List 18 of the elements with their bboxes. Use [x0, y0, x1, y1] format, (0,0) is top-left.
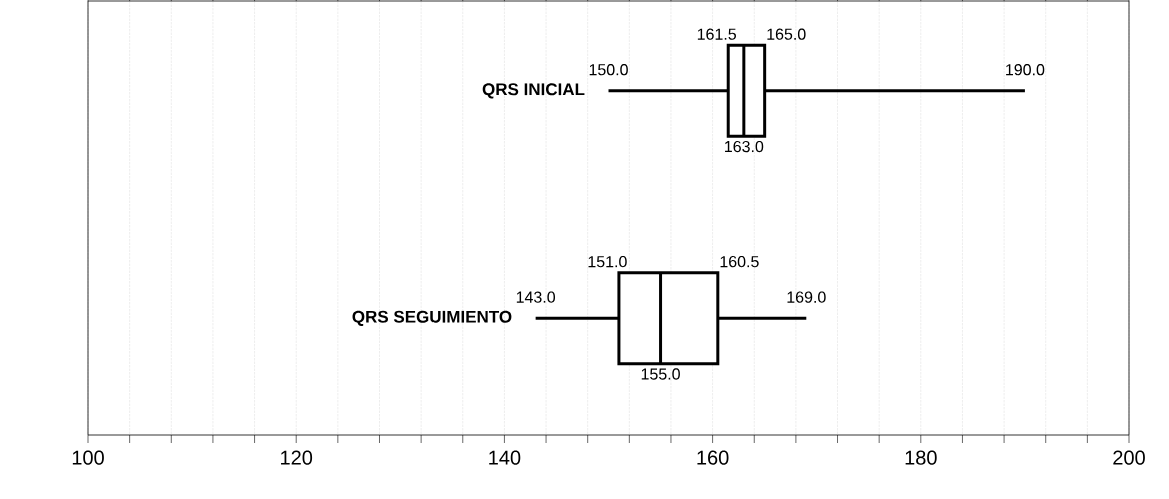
annotation: 169.0: [787, 291, 826, 303]
annotation: 143.0: [516, 291, 556, 303]
x-tick-label: 140: [489, 450, 521, 465]
x-tick-label: 200: [1113, 450, 1145, 465]
annotation: 150.0: [589, 64, 628, 76]
x-tick-label: 120: [281, 450, 313, 465]
y-tick-label: QRS INICIAL: [482, 83, 585, 99]
annotation: 165.0: [767, 28, 806, 40]
annotation: 155.0: [641, 368, 680, 380]
x-tick-label: 180: [905, 450, 937, 465]
x-tick-label: 100: [72, 450, 104, 465]
annotation: 160.5: [720, 255, 759, 268]
annotation: 151.0: [588, 255, 627, 268]
annotation: 161.5: [697, 28, 737, 40]
y-tick-label: QRS SEGUIMIENTO: [352, 310, 512, 326]
x-tick-label: 160: [697, 450, 729, 465]
annotation: 163.0: [725, 140, 764, 153]
annotation: 190.0: [1006, 64, 1045, 76]
